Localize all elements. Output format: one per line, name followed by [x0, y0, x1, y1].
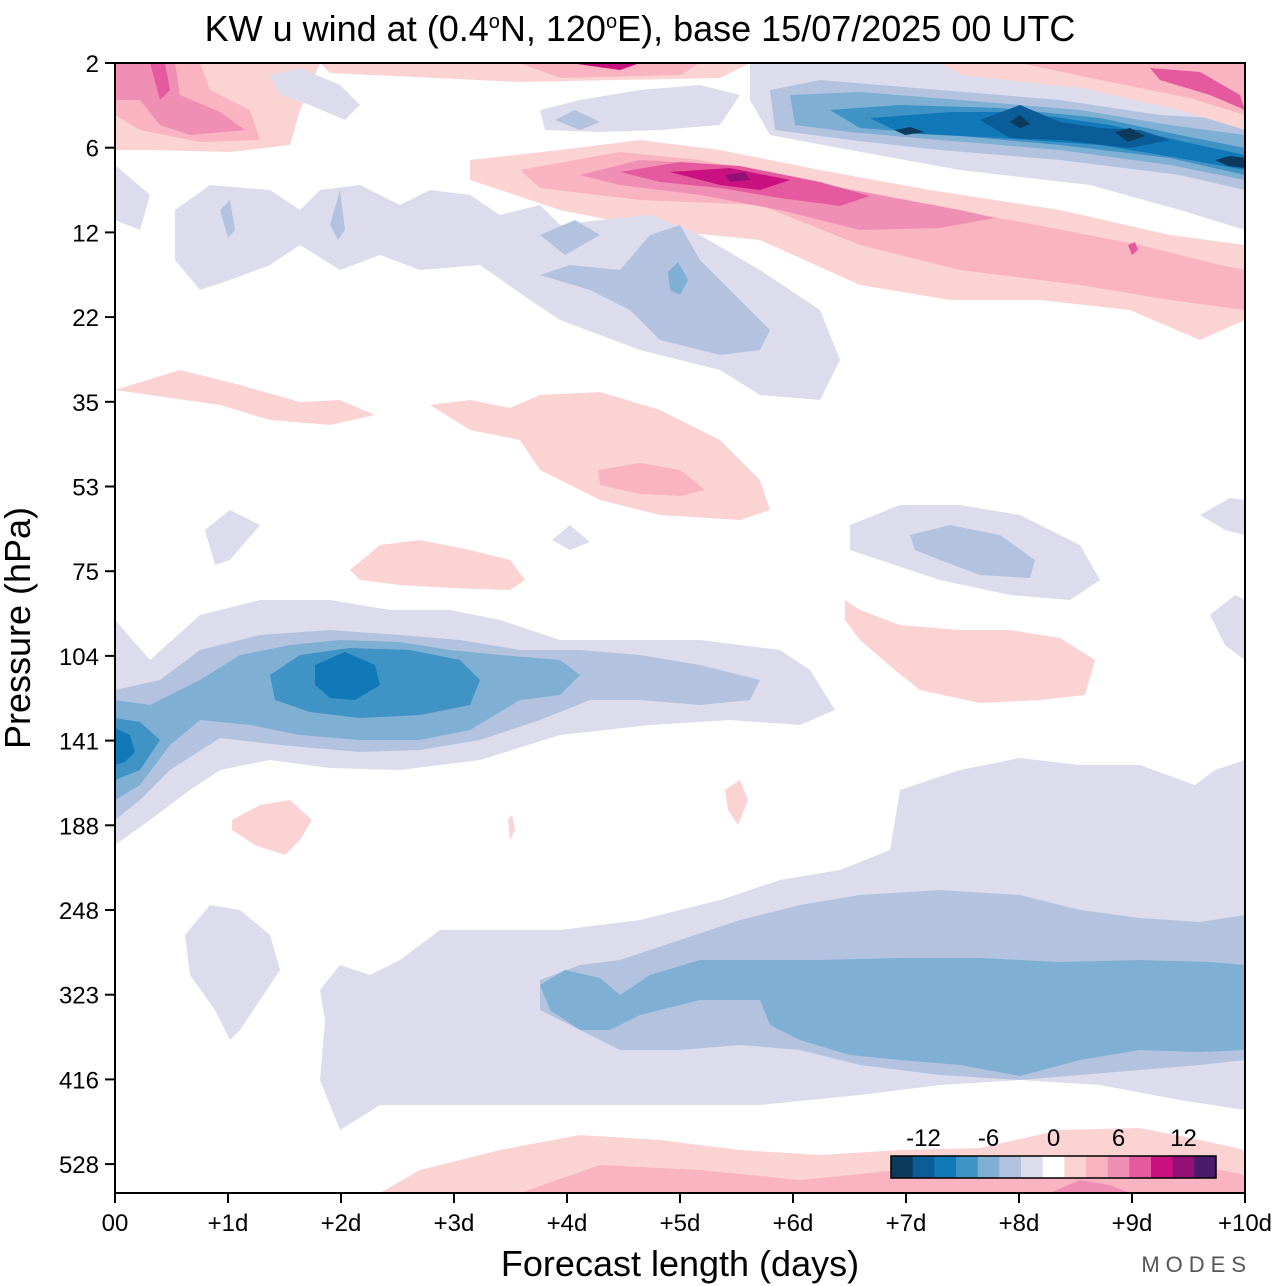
- contour-region: [910, 525, 1035, 578]
- contour-region: [725, 172, 750, 182]
- contour-region: [330, 190, 345, 240]
- x-tick-label: +10d: [1218, 1210, 1272, 1237]
- colorbar-tick-label: 12: [1170, 1125, 1197, 1152]
- y-tick-label: 6: [86, 136, 99, 163]
- colorbar-swatch: [891, 1156, 914, 1178]
- x-tick-label: +4d: [547, 1210, 588, 1237]
- y-tick-label: 35: [72, 390, 99, 417]
- colorbar-swatch: [1194, 1156, 1217, 1178]
- contour-region: [115, 63, 245, 135]
- chart-title: KW u wind at (0.4oN, 120oE), base 15/07/…: [204, 8, 1076, 49]
- contour-region: [315, 652, 380, 700]
- y-tick-label: 104: [59, 644, 99, 671]
- x-tick-label: +6d: [773, 1210, 814, 1237]
- colorbar-swatch: [1021, 1156, 1044, 1178]
- contour-region: [540, 958, 1245, 1076]
- colorbar-swatch: [1042, 1156, 1065, 1178]
- contour-region: [150, 63, 170, 100]
- contour-region: [1128, 242, 1138, 255]
- y-tick-label: 248: [59, 898, 99, 925]
- contour-region: [870, 112, 1245, 170]
- contour-region: [1215, 156, 1245, 168]
- contour-region: [115, 370, 375, 425]
- y-tick-label: 141: [59, 729, 99, 756]
- y-axis-label: Pressure (hPa): [0, 507, 38, 749]
- colorbar-swatch: [934, 1156, 957, 1178]
- colorbar-tick-label: 6: [1112, 1125, 1125, 1152]
- contour-region: [270, 68, 360, 120]
- x-axis: 00 +1d +2d +3d +4d +5d +6d +7d +8d +9d +10d: [102, 1193, 1272, 1237]
- contour-region: [1200, 498, 1245, 535]
- contour-region: [115, 728, 135, 765]
- colorbar-tick-label: -6: [978, 1125, 999, 1152]
- colorbar-tick-label: -12: [906, 1125, 941, 1152]
- x-tick-label: 00: [102, 1210, 129, 1237]
- colorbar-swatch: [1107, 1156, 1130, 1178]
- contour-region: [185, 905, 280, 1040]
- contour-region: [220, 200, 235, 238]
- contour-region: [540, 220, 600, 255]
- plot-area: [114, 62, 1246, 1194]
- colorbar-swatch: [956, 1156, 979, 1178]
- contour-region: [1010, 115, 1030, 128]
- contour-region: [540, 225, 770, 355]
- x-tick-label: +5d: [660, 1210, 701, 1237]
- contour-region: [552, 525, 590, 550]
- colorbar-frame: [890, 1155, 1217, 1179]
- y-tick-label: 528: [59, 1152, 99, 1179]
- contour-region: [555, 110, 600, 130]
- colorbar-swatch: [1129, 1156, 1152, 1178]
- contour-region: [598, 463, 705, 496]
- colorbar-swatch: [1064, 1156, 1087, 1178]
- contour-region: [1050, 1180, 1130, 1193]
- y-tick-label: 188: [59, 813, 99, 840]
- y-tick-label: 12: [72, 220, 99, 247]
- colorbar-swatch: [1172, 1156, 1195, 1178]
- y-tick-label: 2: [86, 51, 99, 78]
- contour-region: [115, 165, 150, 230]
- contour-fills: [115, 63, 1245, 1193]
- x-tick-label: +8d: [999, 1210, 1040, 1237]
- colorbar-swatch: [977, 1156, 1000, 1178]
- contour-region: [845, 600, 1095, 703]
- x-tick-label: +9d: [1112, 1210, 1153, 1237]
- contour-region: [1210, 595, 1245, 660]
- contour-region: [570, 63, 640, 70]
- contour-region: [350, 540, 525, 590]
- contour-region: [668, 262, 688, 295]
- contour-region: [725, 780, 748, 825]
- x-tick-label: +1d: [208, 1210, 249, 1237]
- contour-region: [895, 127, 925, 135]
- contour-region: [1150, 68, 1245, 110]
- colorbar-swatch: [912, 1156, 935, 1178]
- y-tick-label: 416: [59, 1067, 99, 1094]
- brand-logo: MODES: [1141, 1252, 1252, 1277]
- colorbar-swatch: [999, 1156, 1022, 1178]
- colorbar-swatch: [1151, 1156, 1174, 1178]
- x-axis-label: Forecast length (days): [501, 1243, 859, 1284]
- contour-region: [205, 510, 260, 565]
- x-tick-label: +2d: [321, 1210, 362, 1237]
- colorbar-tick-label: 0: [1047, 1125, 1060, 1152]
- x-tick-label: +7d: [886, 1210, 927, 1237]
- contour-region: [232, 800, 312, 855]
- contour-region: [1115, 128, 1145, 142]
- contour-region: [520, 63, 700, 78]
- y-axis: 2 6 12 22 35 53 75 104 141 188 248 323 416 528: [59, 51, 115, 1179]
- y-tick-label: 323: [59, 983, 99, 1010]
- contour-region: [508, 815, 515, 840]
- y-tick-label: 22: [72, 305, 99, 332]
- x-tick-label: +3d: [434, 1210, 475, 1237]
- colorbar: -12 -6 0 6 12: [890, 1125, 1217, 1179]
- y-tick-label: 75: [72, 559, 99, 586]
- y-tick-label: 53: [72, 475, 99, 502]
- colorbar-swatch: [1086, 1156, 1109, 1178]
